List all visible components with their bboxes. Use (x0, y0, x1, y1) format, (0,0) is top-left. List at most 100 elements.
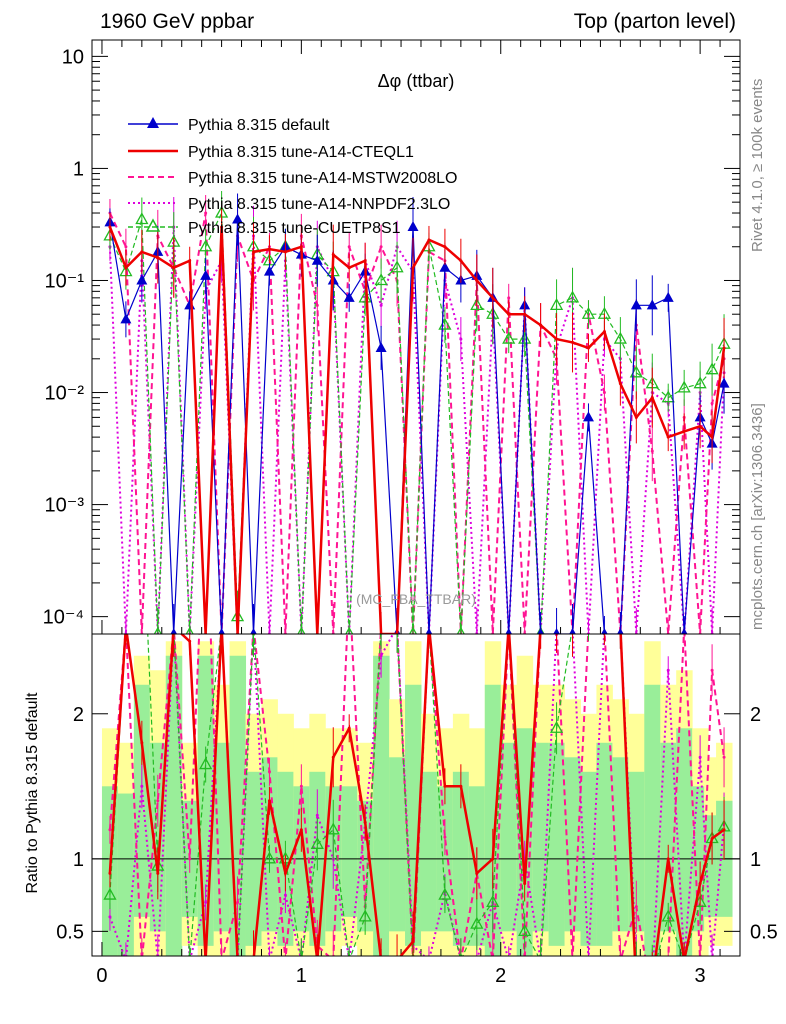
main-point-default (569, 628, 576, 634)
main-point-cteql1 (618, 382, 622, 386)
ratio-y-tick-label: 1 (73, 849, 84, 871)
main-point-default (646, 299, 658, 310)
green-band-bin (420, 771, 438, 932)
main-point-cuetp (199, 239, 213, 252)
main-point-default (218, 628, 225, 634)
ratio-point-cuetp (518, 923, 532, 936)
main-point-cteql1 (710, 435, 714, 439)
main-point-mstw (602, 391, 606, 395)
main-point-cteql1 (491, 296, 495, 300)
x-tick-label: 1 (296, 965, 307, 987)
main-point-default (425, 628, 433, 634)
main-point-default (343, 291, 355, 302)
ratio-point-nnpdf (188, 959, 191, 962)
legend: Pythia 8.315 default Pythia 8.315 tune-A… (128, 117, 457, 237)
ratio-point-nnpdf (427, 959, 430, 962)
main-point-cuetp (661, 390, 675, 403)
main-point-cteql1 (124, 266, 128, 270)
main-point-cteql1 (586, 346, 590, 350)
main-point-default (505, 628, 513, 634)
ratio-point-cteql1 (283, 871, 287, 875)
main-point-default (680, 628, 688, 634)
ratio-point-mstw (140, 959, 143, 962)
main-point-mstw (710, 401, 714, 405)
ratio-line-mstw (108, 634, 725, 956)
ratio-point-nnpdf (475, 959, 478, 962)
mcplots-label: mcplots.cern.ch [arXiv:1306.3436] (749, 403, 766, 630)
ratio-point-nnpdf (698, 755, 702, 759)
main-point-cuetp (153, 626, 162, 634)
ratio-point-cteql1 (188, 639, 192, 643)
main-point-cuetp (565, 290, 580, 303)
main-point-default (718, 377, 730, 388)
main-point-cteql1 (722, 346, 726, 350)
main-point-default (136, 274, 148, 285)
green-band-bin (596, 742, 613, 946)
x-tick-label: 2 (495, 965, 506, 987)
green-band-bin (341, 786, 358, 917)
main-point-cteql1 (140, 250, 144, 254)
ratio-point-cteql1 (108, 871, 112, 875)
main-point-cteql1 (267, 247, 271, 251)
main-point-cteql1 (283, 250, 287, 254)
main-point-cteql1 (507, 312, 511, 316)
ratio-bands (101, 641, 733, 956)
rivet-label: Rivet 4.1.0, ≥ 100k events (749, 79, 766, 252)
ratio-point-mstw (332, 959, 335, 962)
ratio-point-nnpdf (635, 959, 638, 962)
ratio-point-nnpdf (300, 959, 303, 962)
main-point-default (375, 341, 387, 352)
green-band-bin (500, 742, 518, 932)
ratio-y-tick-label-right: 1 (750, 849, 761, 871)
main-point-cteql1 (682, 429, 686, 433)
ratio-plot-frame (91, 633, 741, 957)
ratio-point-cteql1 (267, 799, 271, 803)
ratio-point-cuetp (326, 822, 340, 835)
main-point-cuetp (470, 297, 484, 310)
main-point-cuetp (345, 626, 354, 634)
main-point-cteql1 (571, 340, 575, 344)
main-line-cteql1 (108, 226, 726, 634)
ratio-plot-axes: 0.5 0.5 1 1 2 2 0 1 2 3 (56, 704, 778, 987)
legend-label-default: Pythia 8.315 default (188, 117, 330, 134)
main-point-cteql1 (220, 225, 224, 229)
ratio-point-mstw (299, 784, 303, 788)
ratio-point-nnpdf (539, 959, 542, 962)
main-point-cteql1 (252, 250, 256, 254)
main-point-cteql1 (299, 245, 303, 249)
main-point-cteql1 (188, 259, 192, 263)
y-tick-label: 10⁻⁴ (43, 607, 84, 629)
main-point-cuetp (581, 306, 596, 319)
ratio-point-mstw (156, 799, 160, 803)
green-band-bin (373, 655, 390, 956)
header-left: 1960 GeV ppbar (100, 10, 254, 33)
main-point-cteql1 (331, 253, 335, 257)
main-point-default (439, 261, 451, 272)
ratio-point-cteql1 (204, 959, 207, 962)
main-point-cteql1 (172, 266, 176, 270)
main-point-mstw (204, 211, 208, 215)
ratio-point-cuetp (199, 757, 213, 770)
main-point-cteql1 (108, 225, 112, 229)
ratio-line-cteql1 (108, 634, 725, 956)
ratio-point-mstw (188, 857, 192, 861)
main-point-cuetp (390, 260, 404, 273)
ratio-point-cteql1 (236, 959, 239, 962)
y-tick-label: 1 (73, 158, 84, 180)
ratio-point-mstw (204, 480, 207, 483)
ratio-point-mstw (443, 835, 447, 839)
ratio-point-cuetp (310, 836, 324, 849)
y-tick-label: 10 (62, 46, 84, 68)
ratio-point-mstw (651, 995, 654, 998)
ratio-point-mstw (619, 959, 622, 962)
main-point-cuetp (135, 212, 149, 225)
main-point-cuetp (705, 362, 719, 375)
ratio-point-cteql1 (666, 857, 670, 861)
ratio-point-mstw (220, 959, 223, 962)
main-point-default (232, 213, 244, 224)
ratio-point-nnpdf (666, 668, 670, 672)
ratio-point-mstw (284, 959, 287, 962)
main-point-cuetp (374, 273, 388, 286)
main-point-nnpdf (459, 337, 463, 341)
ratio-point-cteql1 (698, 881, 702, 885)
